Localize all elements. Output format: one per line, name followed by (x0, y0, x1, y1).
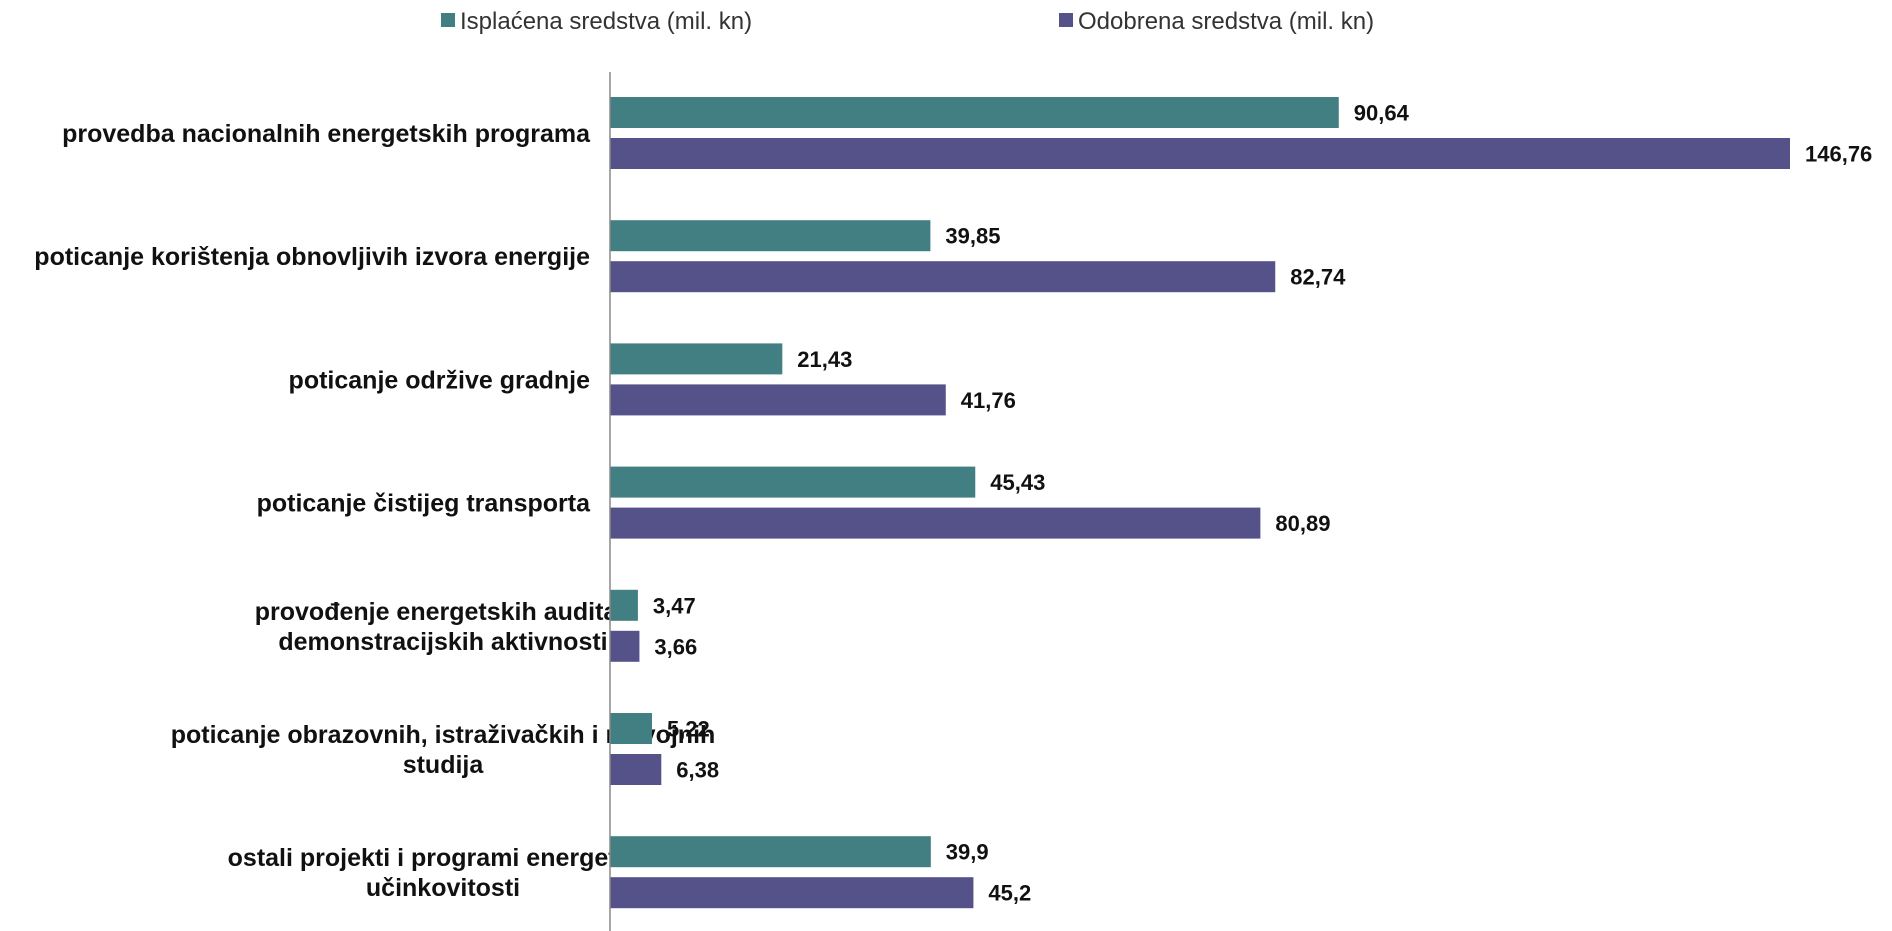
data-label-isplacena-6: 5,22 (667, 717, 710, 742)
data-label-isplacena-1: 90,64 (1354, 101, 1410, 126)
category-label-1: provedba nacionalnih energetskih program… (62, 120, 591, 148)
bar-odobrena-3 (610, 384, 946, 416)
category-label-line: poticanje održive gradnje (289, 366, 591, 394)
legend-label-1: Isplaćena sredstva (mil. kn) (460, 8, 752, 35)
bar-isplacena-2 (610, 220, 931, 252)
bar-odobrena-6 (610, 754, 662, 785)
category-label-line: učinkovitosti (366, 874, 520, 902)
bar-odobrena-1 (610, 138, 1790, 169)
bar-isplacena-4 (610, 466, 976, 498)
data-label-odobrena-6: 6,38 (676, 758, 719, 783)
data-label-odobrena-5: 3,66 (654, 634, 697, 659)
legend: Isplaćena sredstva (mil. kn) Odobrena sre… (441, 8, 1374, 35)
data-label-isplacena-3: 21,43 (797, 347, 852, 372)
data-label-odobrena-3: 41,76 (961, 388, 1016, 413)
category-label-4: poticanje čistijeg transporta (257, 490, 592, 518)
category-label-3: poticanje održive gradnje (289, 366, 591, 394)
bar-odobrena-2 (610, 261, 1276, 293)
bar-odobrena-7 (610, 877, 974, 909)
category-label-line: provođenje energetskih audita i (255, 598, 631, 626)
legend-label-2: Odobrena sredstva (mil. kn) (1078, 8, 1374, 35)
category-label-5: provođenje energetskih audita i demonstra… (255, 598, 631, 656)
category-label-line: poticanje čistijeg transporta (257, 490, 592, 518)
category-labels: provedba nacionalnih energetskih program… (34, 120, 715, 902)
category-label-line: ostali projekti i programi energetske (228, 844, 659, 872)
data-label-isplacena-2: 39,85 (945, 224, 1000, 249)
bar-isplacena-5 (610, 589, 638, 621)
data-label-isplacena-7: 39,9 (946, 840, 989, 865)
category-label-line: demonstracijskih aktivnosti (278, 628, 607, 656)
category-label-line: studija (403, 751, 485, 779)
data-label-odobrena-4: 80,89 (1275, 511, 1330, 536)
data-label-odobrena-2: 82,74 (1290, 265, 1346, 290)
category-label-line: provedba nacionalnih energetskih program… (62, 120, 591, 148)
data-label-isplacena-4: 45,43 (990, 470, 1045, 495)
bar-odobrena-5 (610, 630, 640, 662)
bar-isplacena-1 (610, 97, 1339, 128)
legend-swatch-1 (441, 13, 455, 27)
data-label-isplacena-5: 3,47 (653, 593, 696, 618)
bar-odobrena-4 (610, 507, 1261, 539)
category-label-7: ostali projekti i programi energetske uči… (228, 844, 659, 902)
bar-isplacena-3 (610, 343, 783, 375)
category-label-line: poticanje korištenja obnovljivih izvora … (34, 243, 590, 271)
bars (610, 97, 1790, 909)
bar-isplacena-6 (610, 713, 652, 744)
bar-isplacena-7 (610, 836, 931, 868)
legend-swatch-2 (1059, 13, 1073, 27)
data-label-odobrena-7: 45,2 (988, 881, 1031, 906)
category-label-2: poticanje korištenja obnovljivih izvora … (34, 243, 590, 271)
data-label-odobrena-1: 146,76 (1805, 142, 1872, 167)
value-labels: 90,64 146,76 39,85 82,74 21,43 41,76 45,43 80,8… (653, 101, 1872, 906)
